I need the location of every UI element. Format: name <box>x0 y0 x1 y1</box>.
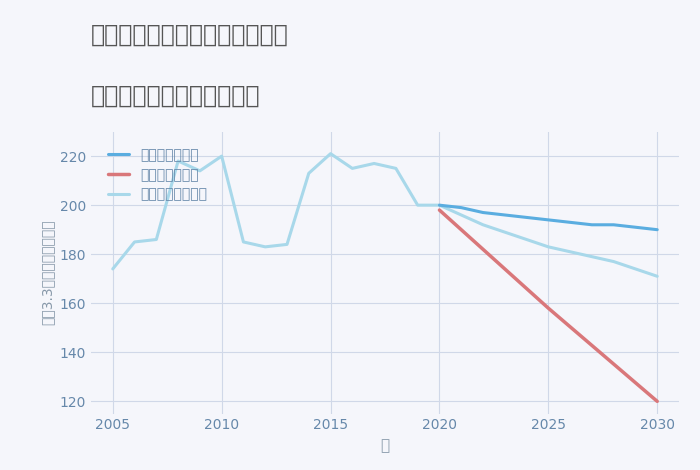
ノーマルシナリオ <box>218 153 226 159</box>
ノーマルシナリオ <box>653 274 662 279</box>
ノーマルシナリオ <box>108 266 117 272</box>
ノーマルシナリオ <box>500 229 509 235</box>
グッドシナリオ <box>435 203 444 208</box>
ノーマルシナリオ <box>239 239 248 245</box>
ノーマルシナリオ <box>392 165 400 171</box>
ノーマルシナリオ <box>588 254 596 259</box>
グッドシナリオ <box>610 222 618 227</box>
ノーマルシナリオ <box>414 203 422 208</box>
ノーマルシナリオ <box>261 244 270 250</box>
グッドシナリオ <box>479 210 487 215</box>
グッドシナリオ <box>500 212 509 218</box>
ノーマルシナリオ <box>348 165 356 171</box>
グッドシナリオ <box>588 222 596 227</box>
グッドシナリオ <box>566 219 574 225</box>
バッドシナリオ <box>435 207 444 213</box>
ノーマルシナリオ <box>304 171 313 176</box>
グッドシナリオ <box>522 215 531 220</box>
ノーマルシナリオ <box>370 161 378 166</box>
バッドシナリオ <box>544 306 552 311</box>
ノーマルシナリオ <box>130 239 139 245</box>
ノーマルシナリオ <box>479 222 487 227</box>
Text: 中古マンションの価格推移: 中古マンションの価格推移 <box>91 84 260 108</box>
Y-axis label: 平（3.3㎡）単価（万円）: 平（3.3㎡）単価（万円） <box>40 220 54 325</box>
Text: 神奈川県横浜市緑区長津田町の: 神奈川県横浜市緑区長津田町の <box>91 23 288 47</box>
グッドシナリオ <box>457 205 466 211</box>
バッドシナリオ <box>653 399 662 404</box>
グッドシナリオ <box>631 224 640 230</box>
グッドシナリオ <box>544 217 552 223</box>
ノーマルシナリオ <box>566 249 574 255</box>
ノーマルシナリオ <box>152 237 160 243</box>
ノーマルシナリオ <box>631 266 640 272</box>
ノーマルシナリオ <box>544 244 552 250</box>
X-axis label: 年: 年 <box>380 438 390 453</box>
ノーマルシナリオ <box>435 203 444 208</box>
Line: ノーマルシナリオ: ノーマルシナリオ <box>113 154 657 276</box>
ノーマルシナリオ <box>283 242 291 247</box>
ノーマルシナリオ <box>196 168 204 173</box>
ノーマルシナリオ <box>610 259 618 265</box>
グッドシナリオ <box>653 227 662 233</box>
Line: バッドシナリオ: バッドシナリオ <box>440 210 657 401</box>
ノーマルシナリオ <box>326 151 335 157</box>
ノーマルシナリオ <box>174 158 182 164</box>
ノーマルシナリオ <box>457 212 466 218</box>
Legend: グッドシナリオ, バッドシナリオ, ノーマルシナリオ: グッドシナリオ, バッドシナリオ, ノーマルシナリオ <box>104 144 211 206</box>
Line: グッドシナリオ: グッドシナリオ <box>440 205 657 230</box>
ノーマルシナリオ <box>522 237 531 243</box>
